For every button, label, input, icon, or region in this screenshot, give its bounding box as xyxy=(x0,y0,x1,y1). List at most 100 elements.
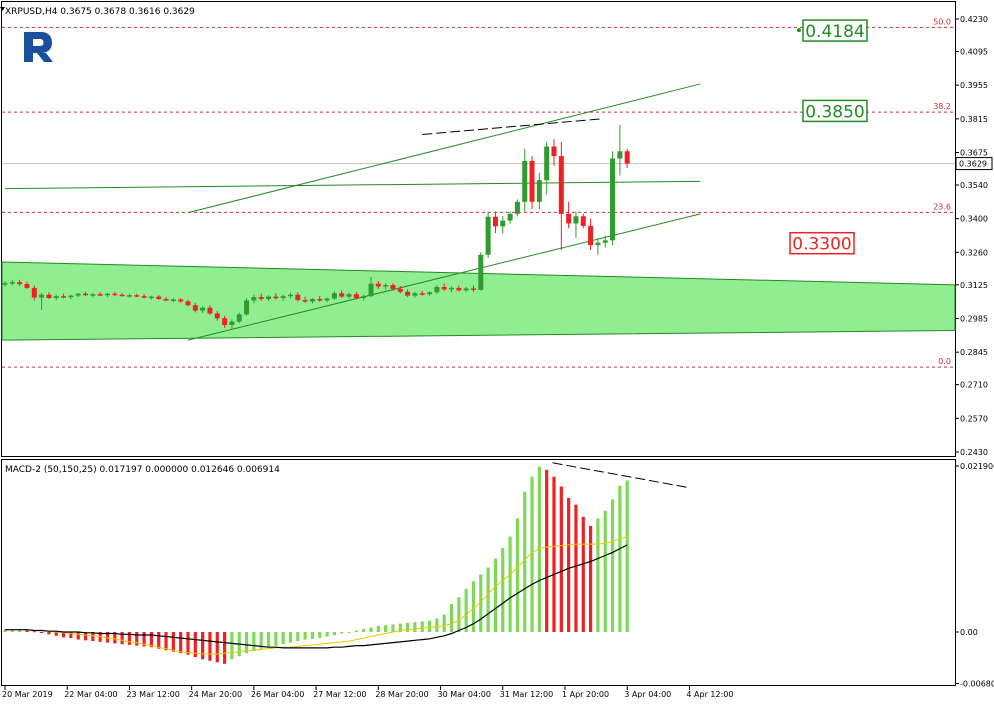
macd-histogram-bar xyxy=(340,632,344,634)
bull-candle xyxy=(2,283,8,285)
macd-histogram-bar xyxy=(508,536,512,632)
bear-candle xyxy=(529,160,535,202)
bull-candle xyxy=(449,287,455,290)
bull-candle xyxy=(478,254,484,290)
macd-y-tick-label: -0.00680 xyxy=(960,680,994,689)
macd-histogram-bar xyxy=(398,623,402,632)
macd-histogram-bar xyxy=(559,486,563,632)
x-tick-label: 26 Mar 04:00 xyxy=(251,690,304,699)
macd-histogram-bar xyxy=(3,629,7,632)
bear-candle xyxy=(295,294,301,300)
collapse-triangle-icon[interactable] xyxy=(0,7,5,11)
macd-histogram-bar xyxy=(413,622,417,632)
macd-histogram-bar xyxy=(574,504,578,632)
x-tick-label: 23 Mar 12:00 xyxy=(126,690,179,699)
bull-candle xyxy=(229,321,235,325)
macd-histogram-bar xyxy=(515,518,519,632)
price-annotations: 0.4184 0.3850 0.3300 xyxy=(789,19,868,255)
macd-histogram-bar xyxy=(69,632,73,639)
macd-histogram-bar xyxy=(420,621,424,632)
macd-y-tick-label: 0.00 xyxy=(960,628,978,637)
macd-histogram-bar xyxy=(427,620,432,632)
bear-candle xyxy=(353,294,359,299)
macd-histogram-bar xyxy=(567,497,571,632)
bull-candle xyxy=(595,242,601,246)
current-price-label: 0.3629 xyxy=(959,160,987,169)
macd-histogram-bar xyxy=(376,625,380,632)
fib-level-label: 38.2 xyxy=(933,102,951,111)
bear-candle xyxy=(214,313,220,319)
x-tick-label: 27 Mar 12:00 xyxy=(313,690,366,699)
macd-histogram-bar xyxy=(244,632,249,654)
macd-histogram-bar xyxy=(501,547,505,632)
macd-histogram-bar xyxy=(464,588,468,632)
macd-histogram-bar xyxy=(391,624,395,632)
macd-histogram-bar xyxy=(581,516,585,632)
fibonacci-levels: 50.0 38.2 23.6 0.0 xyxy=(2,17,955,368)
bear-candle xyxy=(492,216,498,227)
bull-candle xyxy=(507,213,513,221)
bull-candle xyxy=(427,292,433,295)
macd-histogram-bar xyxy=(25,630,29,632)
macd-histogram-bar xyxy=(171,632,175,652)
macd-histogram-bar xyxy=(479,574,483,632)
bear-candle xyxy=(207,307,213,314)
macd-histogram-bar xyxy=(32,631,36,633)
bear-candle xyxy=(83,293,89,296)
macd-histogram-bar xyxy=(618,485,622,632)
bear-candle xyxy=(317,299,323,301)
macd-histogram-bar xyxy=(193,632,197,658)
macd-histogram-bar xyxy=(40,632,44,633)
bull-candle xyxy=(39,294,45,298)
macd-histogram-bar xyxy=(54,632,58,636)
bear-candle xyxy=(119,294,125,297)
bull-candle xyxy=(266,296,272,300)
annotation-label: 0.3300 xyxy=(792,235,851,255)
bear-candle xyxy=(456,287,462,291)
bear-candle xyxy=(470,288,476,290)
macd-histogram-bar xyxy=(230,632,234,660)
bull-candle xyxy=(573,216,579,224)
bull-candle xyxy=(126,295,132,297)
bear-candle xyxy=(551,146,557,157)
bear-candle xyxy=(17,282,23,285)
bull-candle xyxy=(68,295,74,298)
macd-histogram-bar xyxy=(142,632,146,647)
bull-candle xyxy=(331,293,337,299)
y-tick-label: 0.4230 xyxy=(960,15,988,24)
x-tick-label: 24 Mar 20:00 xyxy=(189,690,242,699)
bull-candle xyxy=(361,296,367,299)
macd-histogram-bar xyxy=(552,476,556,632)
trend-line-top-divergence xyxy=(422,118,602,135)
bear-candle xyxy=(441,286,447,290)
macd-histogram-bar xyxy=(369,627,373,632)
x-tick-label: 28 Mar 20:00 xyxy=(375,690,428,699)
bear-candle xyxy=(156,296,162,300)
bear-candle xyxy=(192,305,198,311)
macd-histogram-bar xyxy=(530,476,534,632)
bear-candle xyxy=(97,294,103,296)
macd-histogram-bar xyxy=(493,558,498,632)
macd-histogram-bar xyxy=(223,632,227,664)
macd-histogram-bar xyxy=(332,632,336,636)
macd-histogram-bar xyxy=(610,499,615,632)
bull-candle xyxy=(346,294,352,297)
macd-histogram-bar xyxy=(347,632,351,633)
macd-y-tick-label: 0.021906 xyxy=(960,462,994,471)
bull-candle xyxy=(485,216,491,255)
macd-histogram-bar xyxy=(486,567,490,632)
trend-line-upper-channel xyxy=(187,83,701,214)
macd-histogram-bar xyxy=(603,510,607,632)
fib-level-label: 23.6 xyxy=(933,202,951,211)
bull-candle xyxy=(434,286,440,293)
y-tick-label: 0.3815 xyxy=(960,115,988,124)
bull-candle xyxy=(514,201,520,214)
bear-candle xyxy=(31,287,37,298)
bull-candle xyxy=(287,294,293,297)
resistance-annotation-box xyxy=(802,99,868,123)
bear-candle xyxy=(178,299,184,302)
bear-candle xyxy=(397,288,403,292)
bull-candle xyxy=(170,299,176,301)
